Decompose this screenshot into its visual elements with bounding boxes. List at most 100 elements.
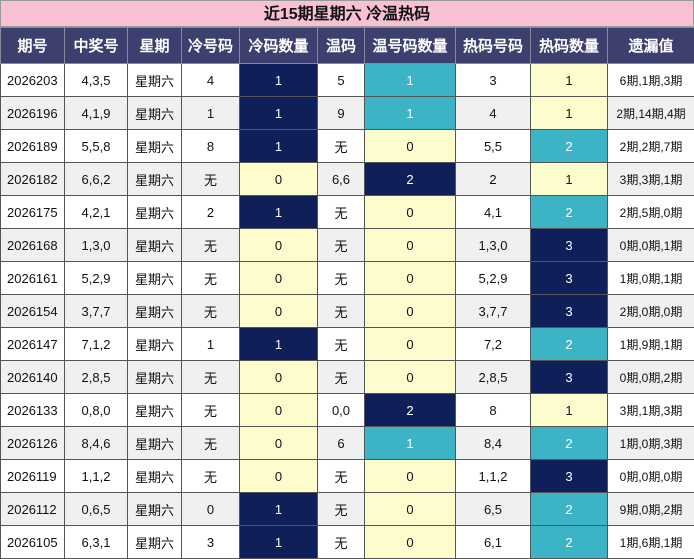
- header-miss: 遗漏值: [607, 27, 694, 64]
- cold-cell: 无: [181, 360, 240, 394]
- warm-count-cell: 2: [364, 162, 456, 196]
- miss-cell: 6期,1期,3期: [607, 63, 694, 97]
- cold-warm-hot-table: 期号 中奖号 星期 冷号码 冷码数量 温码 温号码数量 热码号码 热码数量 遗漏…: [0, 27, 694, 559]
- number-cell: 7,1,2: [64, 327, 128, 361]
- weekday-cell: 星期六: [127, 63, 182, 97]
- table-row: 2026126 8,4,6 星期六无 0 6 1 8,4 2 1期,0期,3期: [0, 426, 694, 460]
- number-cell: 1,1,2: [64, 459, 128, 493]
- hot-cell: 6,1: [455, 525, 531, 559]
- table-row: 2026119 1,1,2 星期六无 0 无 0 1,1,2 3 0期,0期,0期: [0, 459, 694, 493]
- miss-cell: 1期,6期,1期: [607, 525, 694, 559]
- issue-cell: 2026112: [0, 492, 65, 526]
- cold-cell: 0: [181, 492, 240, 526]
- hot-cell: 5,2,9: [455, 261, 531, 295]
- cold-cell: 1: [181, 327, 240, 361]
- warm-count-cell: 1: [364, 63, 456, 97]
- issue-cell: 2026154: [0, 294, 65, 328]
- miss-cell: 2期,14期,4期: [607, 96, 694, 130]
- warm-cell: 无: [317, 294, 365, 328]
- warm-cell: 5: [317, 63, 365, 97]
- hot-count-cell: 1: [530, 162, 608, 196]
- number-cell: 6,3,1: [64, 525, 128, 559]
- cold-cell: 3: [181, 525, 240, 559]
- hot-cell: 8,4: [455, 426, 531, 460]
- hot-count-cell: 2: [530, 492, 608, 526]
- header-weekday: 星期: [127, 27, 182, 64]
- warm-count-cell: 0: [364, 261, 456, 295]
- hot-count-cell: 3: [530, 294, 608, 328]
- table-row: 2026168 1,3,0 星期六无 0 无 0 1,3,0 3 0期,0期,1期: [0, 228, 694, 262]
- miss-cell: 2期,0期,0期: [607, 294, 694, 328]
- warm-cell: 无: [317, 360, 365, 394]
- hot-count-cell: 3: [530, 261, 608, 295]
- warm-count-cell: 0: [364, 459, 456, 493]
- weekday-cell: 星期六: [127, 426, 182, 460]
- hot-count-cell: 1: [530, 96, 608, 130]
- miss-cell: 2期,2期,7期: [607, 129, 694, 163]
- issue-cell: 2026175: [0, 195, 65, 229]
- warm-cell: 无: [317, 459, 365, 493]
- warm-cell: 6,6: [317, 162, 365, 196]
- number-cell: 6,6,2: [64, 162, 128, 196]
- cold-count-cell: 1: [239, 129, 318, 163]
- table-row: 2026133 0,8,0 星期六无 0 0,0 2 8 1 3期,1期,3期: [0, 393, 694, 427]
- table-body: 2026203 4,3,5 星期六 4 1 5 1 3 1 6期,1期,3期 2026196 4,1,…: [0, 63, 694, 559]
- hot-cell: 4: [455, 96, 531, 130]
- cold-count-cell: 1: [239, 492, 318, 526]
- hot-count-cell: 3: [530, 459, 608, 493]
- table-title: 近15期星期六 冷温热码: [0, 0, 694, 27]
- warm-count-cell: 0: [364, 492, 456, 526]
- header-warm-count: 温号码数量: [364, 27, 456, 64]
- miss-cell: 0期,0期,0期: [607, 459, 694, 493]
- warm-cell: 6: [317, 426, 365, 460]
- header-issue: 期号: [0, 27, 65, 64]
- miss-cell: 0期,0期,1期: [607, 228, 694, 262]
- warm-count-cell: 1: [364, 96, 456, 130]
- warm-cell: 0,0: [317, 393, 365, 427]
- cold-count-cell: 1: [239, 195, 318, 229]
- header-hot: 热码号码: [455, 27, 531, 64]
- weekday-cell: 星期六: [127, 393, 182, 427]
- cold-cell: 无: [181, 228, 240, 262]
- number-cell: 2,8,5: [64, 360, 128, 394]
- issue-cell: 2026105: [0, 525, 65, 559]
- cold-cell: 4: [181, 63, 240, 97]
- hot-cell: 1,1,2: [455, 459, 531, 493]
- issue-cell: 2026119: [0, 459, 65, 493]
- warm-count-cell: 0: [364, 129, 456, 163]
- cold-cell: 无: [181, 426, 240, 460]
- header-cold-count: 冷码数量: [239, 27, 318, 64]
- weekday-cell: 星期六: [127, 129, 182, 163]
- issue-cell: 2026147: [0, 327, 65, 361]
- cold-count-cell: 0: [239, 426, 318, 460]
- header-number: 中奖号: [64, 27, 128, 64]
- table-row: 2026112 0,6,5 星期六 0 1 无 0 6,5 2 9期,0期,2期: [0, 492, 694, 526]
- issue-cell: 2026126: [0, 426, 65, 460]
- cold-count-cell: 1: [239, 525, 318, 559]
- table-row: 2026203 4,3,5 星期六 4 1 5 1 3 1 6期,1期,3期: [0, 63, 694, 97]
- weekday-cell: 星期六: [127, 261, 182, 295]
- hot-cell: 6,5: [455, 492, 531, 526]
- warm-count-cell: 0: [364, 294, 456, 328]
- warm-count-cell: 0: [364, 195, 456, 229]
- weekday-cell: 星期六: [127, 492, 182, 526]
- cold-cell: 1: [181, 96, 240, 130]
- number-cell: 5,2,9: [64, 261, 128, 295]
- hot-count-cell: 2: [530, 195, 608, 229]
- cold-count-cell: 0: [239, 294, 318, 328]
- table-row: 2026147 7,1,2 星期六 1 1 无 0 7,2 2 1期,9期,1期: [0, 327, 694, 361]
- issue-cell: 2026182: [0, 162, 65, 196]
- weekday-cell: 星期六: [127, 96, 182, 130]
- issue-cell: 2026168: [0, 228, 65, 262]
- hot-cell: 7,2: [455, 327, 531, 361]
- warm-count-cell: 0: [364, 525, 456, 559]
- miss-cell: 9期,0期,2期: [607, 492, 694, 526]
- warm-cell: 无: [317, 327, 365, 361]
- miss-cell: 1期,0期,1期: [607, 261, 694, 295]
- warm-count-cell: 0: [364, 327, 456, 361]
- cold-count-cell: 0: [239, 162, 318, 196]
- issue-cell: 2026203: [0, 63, 65, 97]
- warm-count-cell: 2: [364, 393, 456, 427]
- issue-cell: 2026189: [0, 129, 65, 163]
- weekday-cell: 星期六: [127, 327, 182, 361]
